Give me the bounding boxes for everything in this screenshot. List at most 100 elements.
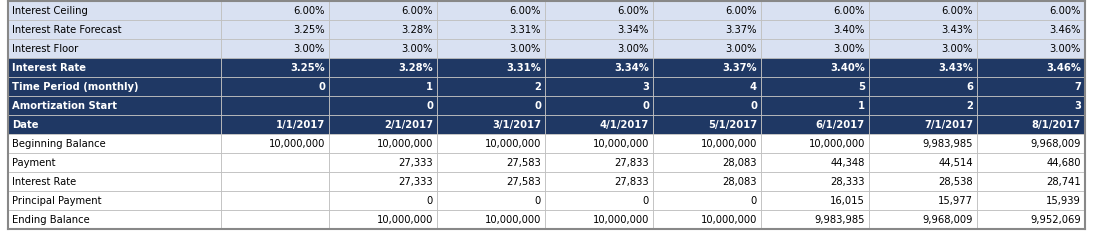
Bar: [761, 97, 869, 116]
Text: Interest Rate: Interest Rate: [12, 177, 77, 187]
Bar: [8, 191, 221, 210]
Bar: [437, 134, 545, 153]
Bar: [221, 2, 329, 21]
Bar: [437, 21, 545, 40]
Text: 44,680: 44,680: [1046, 158, 1081, 168]
Bar: [329, 97, 437, 116]
Bar: [545, 40, 653, 59]
Text: Ending Balance: Ending Balance: [12, 215, 90, 225]
Bar: [761, 210, 869, 229]
Text: 10,000,000: 10,000,000: [269, 139, 325, 149]
Bar: [329, 153, 437, 172]
Text: 9,968,009: 9,968,009: [922, 215, 973, 225]
Bar: [221, 21, 329, 40]
Text: 44,514: 44,514: [939, 158, 973, 168]
Text: 3.31%: 3.31%: [506, 63, 541, 73]
Text: 10,000,000: 10,000,000: [701, 215, 757, 225]
Bar: [8, 40, 221, 59]
Text: 3.37%: 3.37%: [722, 63, 757, 73]
Text: 3.43%: 3.43%: [938, 63, 973, 73]
Bar: [8, 78, 221, 97]
Bar: [977, 116, 1085, 134]
Text: Date: Date: [12, 120, 38, 130]
Text: 5: 5: [858, 82, 865, 92]
Bar: [761, 172, 869, 191]
Text: 3.25%: 3.25%: [293, 25, 325, 35]
Text: 10,000,000: 10,000,000: [592, 215, 649, 225]
Text: 10,000,000: 10,000,000: [484, 215, 541, 225]
Bar: [221, 40, 329, 59]
Bar: [221, 116, 329, 134]
Text: 3.34%: 3.34%: [614, 63, 649, 73]
Bar: [437, 210, 545, 229]
Text: 6.00%: 6.00%: [509, 6, 541, 16]
Text: 3/1/2017: 3/1/2017: [492, 120, 541, 130]
Bar: [8, 21, 221, 40]
Text: 1/1/2017: 1/1/2017: [275, 120, 325, 130]
Bar: [329, 116, 437, 134]
Bar: [329, 2, 437, 21]
Bar: [545, 97, 653, 116]
Bar: [653, 59, 761, 78]
Bar: [869, 210, 977, 229]
Bar: [653, 21, 761, 40]
Bar: [545, 172, 653, 191]
Text: 6.00%: 6.00%: [834, 6, 865, 16]
Text: 6.00%: 6.00%: [1049, 6, 1081, 16]
Text: 9,983,985: 9,983,985: [922, 139, 973, 149]
Bar: [653, 2, 761, 21]
Text: Principal Payment: Principal Payment: [12, 196, 102, 206]
Text: 3: 3: [1074, 101, 1081, 111]
Text: 28,083: 28,083: [722, 177, 757, 187]
Text: 6.00%: 6.00%: [941, 6, 973, 16]
Bar: [977, 97, 1085, 116]
Text: 3.00%: 3.00%: [509, 44, 541, 54]
Text: 27,833: 27,833: [614, 158, 649, 168]
Text: 15,939: 15,939: [1046, 196, 1081, 206]
Bar: [761, 134, 869, 153]
Text: 3.40%: 3.40%: [830, 63, 865, 73]
Bar: [545, 134, 653, 153]
Bar: [437, 153, 545, 172]
Bar: [869, 97, 977, 116]
Bar: [761, 59, 869, 78]
Bar: [221, 191, 329, 210]
Bar: [977, 59, 1085, 78]
Bar: [221, 134, 329, 153]
Bar: [653, 191, 761, 210]
Bar: [761, 78, 869, 97]
Bar: [545, 116, 653, 134]
Bar: [869, 40, 977, 59]
Text: Interest Rate: Interest Rate: [12, 63, 86, 73]
Bar: [761, 116, 869, 134]
Text: 27,833: 27,833: [614, 177, 649, 187]
Bar: [545, 59, 653, 78]
Text: 7: 7: [1074, 82, 1081, 92]
Text: 16,015: 16,015: [830, 196, 865, 206]
Bar: [977, 21, 1085, 40]
Bar: [8, 97, 221, 116]
Bar: [977, 172, 1085, 191]
Bar: [221, 153, 329, 172]
Bar: [437, 116, 545, 134]
Bar: [8, 134, 221, 153]
Bar: [653, 116, 761, 134]
Text: 6: 6: [966, 82, 973, 92]
Text: 3.28%: 3.28%: [398, 63, 433, 73]
Text: 3.28%: 3.28%: [401, 25, 433, 35]
Text: 0: 0: [426, 101, 433, 111]
Text: 7/1/2017: 7/1/2017: [924, 120, 973, 130]
Text: 28,538: 28,538: [939, 177, 973, 187]
Text: 27,333: 27,333: [398, 177, 433, 187]
Bar: [761, 191, 869, 210]
Bar: [545, 191, 653, 210]
Text: 3.40%: 3.40%: [834, 25, 865, 35]
Bar: [8, 172, 221, 191]
Text: 44,348: 44,348: [831, 158, 865, 168]
Text: 1: 1: [858, 101, 865, 111]
Text: 3.00%: 3.00%: [401, 44, 433, 54]
Text: 3.37%: 3.37%: [726, 25, 757, 35]
Text: 10,000,000: 10,000,000: [377, 215, 433, 225]
Bar: [653, 40, 761, 59]
Text: 10,000,000: 10,000,000: [592, 139, 649, 149]
